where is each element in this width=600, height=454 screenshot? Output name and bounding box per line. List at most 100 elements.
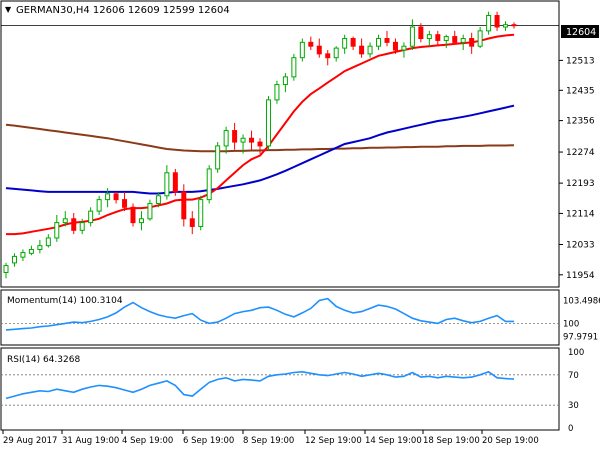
candle-body	[155, 195, 161, 204]
candle-body	[257, 141, 263, 147]
candle-body	[477, 30, 483, 47]
candle-body	[282, 76, 288, 86]
momentum-line	[5, 297, 514, 331]
price-series-layer	[1, 11, 559, 279]
time-tick-label: 29 Aug 2017	[3, 436, 57, 446]
candle-body	[147, 202, 153, 220]
candle-body	[426, 34, 432, 40]
price-tick-label: 12435	[566, 86, 595, 96]
candle-body	[232, 130, 238, 143]
candle-body	[113, 193, 119, 201]
candle-body	[88, 210, 94, 224]
rsi-tick-label: 70	[568, 371, 579, 381]
price-tick-label: 12114	[566, 209, 595, 219]
price-tick-label: 11954	[566, 271, 595, 281]
candle-body	[71, 218, 77, 231]
triangle-down-icon[interactable]: ▼	[5, 5, 12, 14]
rsi-tick-label: 30	[568, 401, 579, 411]
candle-body	[62, 218, 68, 224]
candle-body	[392, 41, 398, 51]
candle-body	[435, 34, 441, 41]
candle-body	[215, 145, 221, 170]
candle-body	[45, 237, 51, 247]
candle-body	[486, 15, 492, 32]
candle-body	[122, 199, 128, 208]
candle-body	[443, 36, 449, 41]
candle-body	[359, 45, 365, 55]
candle-body	[105, 193, 111, 201]
candle-body	[274, 84, 280, 101]
rsi-line	[5, 370, 515, 400]
candle-body	[384, 38, 390, 43]
candle-body	[164, 172, 170, 197]
time-tick-label: 18 Sep 19:00	[423, 436, 480, 446]
momentum-tick-label: 97.9791	[563, 333, 598, 343]
rsi-layer	[1, 370, 559, 406]
candle-body	[96, 199, 102, 212]
candle-body	[469, 38, 475, 47]
rsi-tick-label: 0	[568, 424, 573, 434]
candle-body	[503, 24, 509, 28]
candle-body	[223, 130, 229, 147]
candle-body	[198, 199, 204, 227]
candle-body	[401, 45, 407, 51]
candle-body	[308, 41, 314, 47]
time-tick-label: 6 Sep 19:00	[183, 436, 234, 446]
candle-body	[299, 41, 305, 59]
momentum-tick-label: 100	[563, 319, 579, 329]
candle-body	[249, 137, 255, 143]
time-tick-label: 14 Sep 19:00	[365, 436, 422, 446]
candle-body	[130, 206, 136, 224]
time-tick-label: 8 Sep 19:00	[243, 436, 294, 446]
main-price-panel[interactable]	[0, 0, 560, 288]
axis-labels: 12513 12435 12356 12274 12193 12114 12033 11954…	[2, 56, 600, 446]
price-tick-label: 12193	[566, 179, 595, 189]
candle-body	[172, 172, 178, 193]
candle-body	[189, 218, 195, 227]
candle-body	[240, 137, 246, 143]
price-tick-label: 12513	[566, 56, 595, 66]
candle-body	[452, 36, 458, 43]
candle-body	[138, 218, 144, 224]
candle-body	[350, 38, 356, 47]
time-tick-label: 31 Aug 19:00	[62, 436, 119, 446]
time-tick-label: 20 Sep 19:00	[482, 436, 539, 446]
candle-body	[494, 15, 500, 28]
candle-body	[376, 38, 382, 47]
candle-body	[11, 255, 17, 264]
time-tick-label: 4 Sep 19:00	[122, 436, 173, 446]
candle-body	[54, 222, 60, 239]
candle-body	[20, 252, 26, 258]
rsi-tick-label: 100	[568, 348, 584, 358]
candle-body	[206, 168, 212, 201]
momentum-panel[interactable]	[0, 289, 560, 346]
candle-body	[3, 265, 9, 273]
candle-body	[316, 45, 322, 55]
rsi-label: RSI(14) 64.3268	[7, 355, 80, 365]
candle-body	[333, 47, 339, 59]
candle-body	[367, 45, 373, 55]
candle-body	[291, 57, 297, 78]
current-price-tag-text: 12604	[566, 27, 596, 38]
time-tick-label: 12 Sep 19:00	[305, 436, 362, 446]
candle-body	[79, 222, 85, 231]
candle-body	[325, 53, 331, 59]
current-price-tag	[561, 25, 599, 38]
chart-symbol-label: GERMAN30,H4 12606 12609 12599 12604	[16, 5, 230, 16]
price-tick-label: 12274	[566, 148, 595, 158]
candle-body	[460, 38, 466, 43]
candle-body	[511, 24, 517, 27]
rsi-panel[interactable]	[0, 347, 560, 431]
candle-body	[265, 99, 271, 147]
momentum-label: Momentum(14) 100.3104	[7, 296, 123, 306]
candle-body	[409, 26, 415, 47]
sma-mid-line	[5, 104, 515, 195]
momentum-tick-label: 103.4986	[563, 297, 600, 307]
candle-body	[37, 245, 43, 250]
momentum-layer	[1, 297, 559, 331]
candle-body	[181, 191, 187, 220]
candle-body	[28, 248, 34, 254]
price-tick-label: 12033	[566, 240, 595, 250]
candle-body	[418, 26, 424, 40]
